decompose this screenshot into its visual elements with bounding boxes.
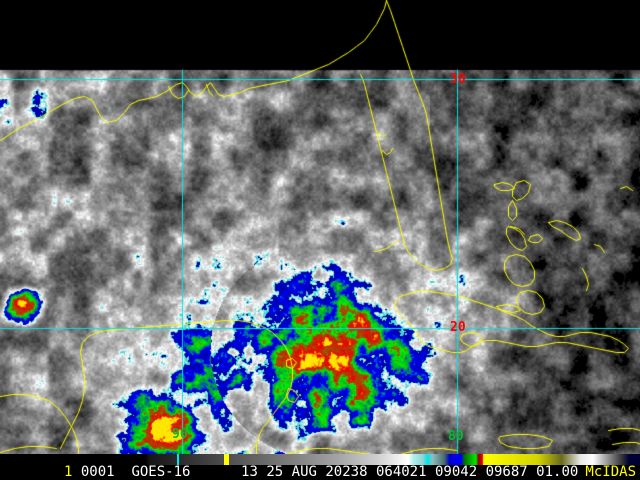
text-gap-1 (72, 465, 80, 480)
colorbar-gradient (0, 454, 640, 465)
sequence-number: 0001 (80, 464, 115, 480)
text-gap-8 (427, 465, 435, 480)
text-gap-4 (258, 465, 266, 480)
satellite-name: GOES-16 (131, 464, 191, 480)
status-text-line: 1 0001 GOES-16 13 25 AUG 20238 064021 09… (0, 465, 640, 480)
observation-time: 064021 (375, 464, 427, 480)
latitude-label-20: 20 (450, 320, 466, 335)
annotation-bar: 1 0001 GOES-16 13 25 AUG 20238 064021 09… (0, 454, 640, 480)
text-gap-7 (368, 465, 376, 480)
month-name: AUG (291, 464, 317, 480)
text-gap-5 (283, 465, 291, 480)
value-b: 09687 (485, 464, 528, 480)
resolution-value: 01.00 (536, 464, 579, 480)
latitude-label-30: 30 (450, 72, 466, 87)
software-label: McIDAS (585, 464, 636, 480)
day-number: 25 (266, 464, 284, 480)
map-overlay-coastlines-grid (0, 0, 640, 454)
longitude-label-90: 90 (172, 427, 188, 442)
value-a: 09042 (434, 464, 478, 480)
longitude-label-80: 80 (448, 429, 464, 444)
band-number: 13 (241, 464, 258, 480)
enhancement-colorbar (0, 454, 640, 465)
text-gap-2 (115, 465, 132, 480)
year-julian-day: 20238 (325, 464, 368, 480)
colorbar-yellow-marker (224, 454, 229, 465)
frame-number: 1 (64, 464, 73, 480)
satellite-image-area[interactable]: 30 20 90 80 (0, 0, 640, 454)
text-gap-3 (190, 465, 241, 480)
text-gap-6 (317, 465, 325, 480)
text-gap-9 (477, 465, 485, 480)
colorbar-cyan-tick (177, 454, 179, 465)
text-gap-10 (528, 465, 536, 480)
